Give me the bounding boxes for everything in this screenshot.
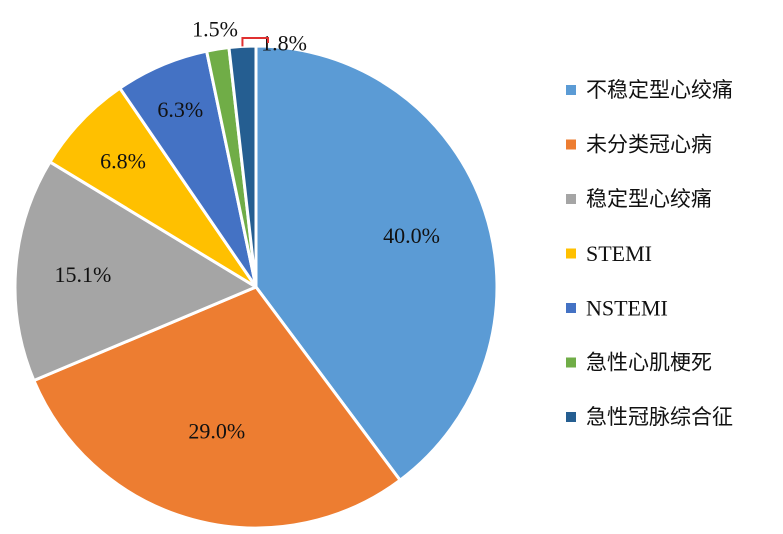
data-label-1: 40.0% bbox=[383, 223, 440, 248]
legend-swatch-5 bbox=[566, 303, 576, 313]
legend-swatch-6 bbox=[566, 357, 576, 368]
data-label-2: 29.0% bbox=[188, 419, 245, 444]
slice-1 bbox=[254, 44, 499, 482]
slice-3 bbox=[13, 160, 258, 383]
data-label-5: 6.3% bbox=[157, 97, 203, 122]
data-labels: 40.0%29.0%15.1%6.8%6.3%1.5%1.8% bbox=[55, 17, 440, 444]
legend-label-4: STEMI bbox=[586, 241, 652, 266]
slice-2 bbox=[32, 285, 402, 530]
legend-label-5: NSTEMI bbox=[586, 296, 668, 321]
legend-label-6: 急性心肌梗死 bbox=[586, 351, 712, 375]
data-label-6: 1.5% bbox=[192, 17, 238, 42]
leader-line bbox=[241, 37, 269, 47]
legend-label-2: 未分类冠心病 bbox=[586, 133, 712, 157]
legend-label-7: 急性冠脉综合征 bbox=[586, 405, 733, 429]
legend-swatch-1 bbox=[566, 85, 576, 95]
pie-slices bbox=[13, 44, 499, 530]
legend-label-1: 不稳定型心绞痛 bbox=[586, 78, 733, 102]
legend-swatch-4 bbox=[566, 248, 576, 259]
data-label-4: 6.8% bbox=[100, 149, 146, 174]
legend-swatch-7 bbox=[566, 412, 576, 422]
legend-label-3: 稳定型心绞痛 bbox=[586, 187, 712, 211]
legend-swatch-2 bbox=[566, 139, 576, 150]
legend-swatch-3 bbox=[566, 194, 576, 204]
data-label-3: 15.1% bbox=[55, 262, 112, 287]
